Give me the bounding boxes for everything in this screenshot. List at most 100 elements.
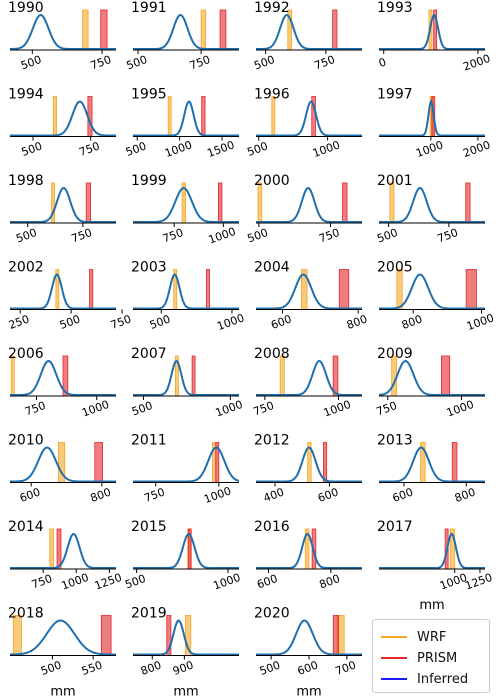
prism-bar-2002 — [89, 269, 94, 310]
panel-2013: 600 800 2013 — [377, 433, 485, 505]
x-tick-label-2011-1000: 1000 — [202, 484, 233, 506]
panel-title-2012: 2012 — [254, 433, 290, 449]
x-tick-label-1998-750: 750 — [70, 226, 94, 245]
panel-title-2011: 2011 — [131, 433, 167, 449]
x-tick-label-2007-1000: 1000 — [214, 398, 245, 420]
prism-bar-1995 — [201, 96, 206, 137]
inferred-curve-2015 — [133, 532, 239, 569]
inferred-curve-2010 — [10, 446, 116, 483]
x-tick-label-1992-500: 500 — [252, 53, 276, 72]
panel-2015: 500 1000 2015 — [123, 519, 242, 593]
wrf-bar-1998 — [51, 182, 56, 224]
panel-title-2017: 2017 — [377, 519, 413, 535]
prism-bar-2013 — [451, 442, 458, 483]
x-tick-label-2010-800: 800 — [89, 486, 113, 505]
x-tick-label-2009-750: 750 — [375, 399, 399, 418]
x-tick-label-2011-750: 750 — [142, 486, 166, 505]
panel-title-1990: 1990 — [8, 0, 44, 16]
x-tick-label-2019-900: 900 — [171, 659, 195, 678]
panel-2010: 600 800 2010 — [8, 433, 116, 505]
prism-bar-2014 — [56, 528, 62, 570]
inferred-curve-1998 — [10, 186, 116, 223]
prism-bar-2000 — [342, 182, 348, 224]
x-tick-label-2016-600: 600 — [255, 572, 279, 591]
prism-bar-1999 — [217, 182, 223, 224]
panel-2009: 750 1000 2009 — [375, 346, 485, 420]
prism-bar-2001 — [465, 182, 471, 224]
x-tick-label-2008-750: 750 — [252, 399, 276, 418]
panel-title-2008: 2008 — [254, 346, 290, 362]
x-tick-label-2019-800: 800 — [139, 659, 163, 678]
panel-2014: 750 1000 1250 2014 — [8, 519, 124, 593]
prism-bar-2020 — [332, 615, 339, 656]
inferred-curve-1997 — [379, 99, 485, 137]
panel-title-2019: 2019 — [131, 606, 167, 622]
inferred-curve-2007 — [133, 359, 239, 396]
x-tick-label-2001-500: 500 — [375, 226, 399, 245]
x-tick-label-2014-1000: 1000 — [60, 571, 91, 593]
x-tick-label-2015-500: 500 — [123, 572, 147, 591]
prism-bar-2012 — [323, 442, 328, 483]
inferred-curve-2002 — [10, 273, 116, 310]
inferred-curve-2019 — [133, 619, 239, 656]
legend-swatch-prism — [381, 657, 407, 659]
panel-2019: 800 900 2019 mm — [131, 606, 239, 700]
x-tick-label-2002-500: 500 — [58, 313, 82, 332]
x-tick-label-2003-1000: 1000 — [215, 311, 246, 333]
x-tick-label-2016-800: 800 — [318, 572, 342, 591]
panel-1998: 500 750 1998 — [8, 173, 116, 245]
inferred-curve-2018 — [9, 619, 116, 656]
x-tick-label-2005-1000: 1000 — [465, 311, 496, 333]
x-tick-label-2003-500: 500 — [148, 313, 172, 332]
inferred-curve-2013 — [379, 446, 485, 483]
x-tick-label-2018-550: 550 — [80, 659, 104, 678]
prism-bar-1992 — [332, 9, 338, 51]
inferred-curve-2004 — [256, 273, 362, 310]
panel-1999: 750 1000 1999 — [131, 173, 239, 247]
x-tick-label-2012-400: 400 — [262, 486, 286, 505]
x-tick-label-2006-1000: 1000 — [80, 398, 111, 420]
prism-bar-2008 — [332, 355, 339, 397]
panel-2000: 500 750 2000 — [246, 173, 362, 245]
x-tick-label-2004-800: 800 — [345, 313, 369, 332]
x-tick-label-2012-600: 600 — [316, 486, 340, 505]
legend-item-inferred: Inferred — [381, 670, 468, 688]
inferred-curve-2009 — [378, 359, 485, 396]
wrf-bar-2008 — [279, 355, 285, 397]
panel-title-1997: 1997 — [377, 87, 413, 103]
x-tick-label-1995-1000: 1000 — [163, 138, 194, 160]
inferred-curve-2000 — [256, 186, 362, 223]
panel-1991: 500 750 1991 — [125, 0, 239, 72]
x-tick-label-1995-1500: 1500 — [205, 138, 236, 160]
inferred-curve-1995 — [133, 100, 239, 137]
x-tick-label-1999-1000: 1000 — [207, 225, 238, 247]
x-tick-label-1991-750: 750 — [188, 53, 212, 72]
x-tick-label-1998-500: 500 — [14, 226, 38, 245]
prism-bar-2018 — [100, 615, 112, 656]
inferred-curve-2006 — [10, 360, 116, 396]
x-tick-label-2010-600: 600 — [18, 486, 42, 505]
panel-title-2002: 2002 — [8, 260, 44, 276]
panel-title-2020: 2020 — [254, 606, 290, 622]
x-tick-label-2000-500: 500 — [246, 226, 270, 245]
wrf-bar-2014 — [49, 528, 54, 570]
x-tick-label-1992-750: 750 — [313, 53, 337, 72]
panel-title-1995: 1995 — [131, 87, 167, 103]
legend-label-wrf: WRF — [417, 629, 447, 645]
panel-1996: 500 1000 1996 — [245, 87, 362, 160]
x-tick-label-1990-500: 500 — [19, 53, 43, 72]
x-tick-label-2020-500: 500 — [258, 659, 282, 678]
panel-title-2001: 2001 — [377, 173, 413, 189]
wrf-bar-1991 — [200, 9, 207, 51]
x-tick-label-2014-1250: 1250 — [93, 571, 124, 593]
panel-2012: 400 600 2012 — [254, 433, 362, 505]
prism-bar-1998 — [85, 182, 92, 224]
wrf-bar-1996 — [271, 96, 276, 137]
x-tick-label-1993-0: 0 — [377, 55, 388, 70]
legend-item-prism: PRISM — [381, 649, 457, 667]
panel-title-2016: 2016 — [254, 519, 290, 535]
x-tick-label-1990-750: 750 — [89, 53, 113, 72]
panel-1993: 0 2000 1993 — [377, 0, 492, 74]
x-tick-label-2020-700: 700 — [334, 659, 358, 678]
